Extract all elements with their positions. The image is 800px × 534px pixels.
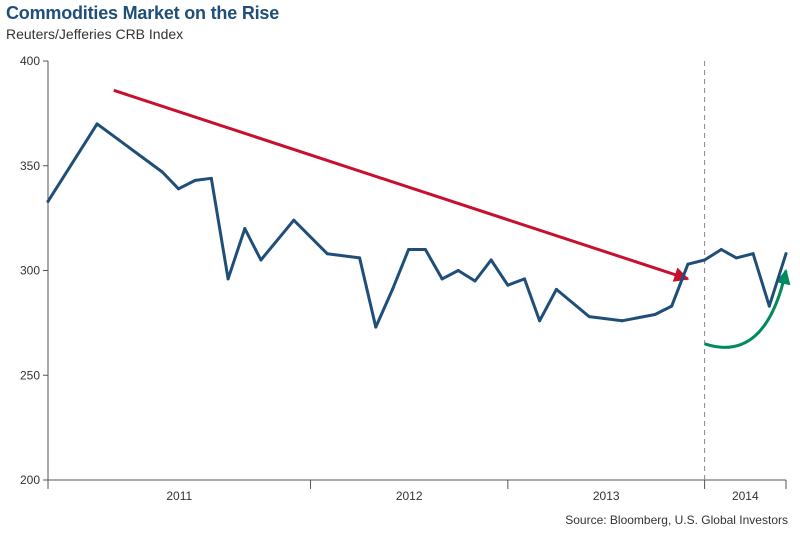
uptrend-arrow <box>704 269 791 349</box>
data-point <box>784 252 788 256</box>
data-point <box>456 269 460 272</box>
data-point <box>523 277 527 281</box>
data-point <box>46 199 50 203</box>
data-point <box>358 256 362 260</box>
data-point <box>686 262 690 266</box>
data-point <box>670 304 674 308</box>
data-point <box>407 248 411 252</box>
data-point <box>489 258 493 262</box>
data-point <box>620 319 624 323</box>
x-tick-label: 2013 <box>593 489 620 503</box>
y-tick-label: 400 <box>20 54 40 68</box>
data-point <box>703 258 707 262</box>
downtrend-arrow <box>113 88 690 282</box>
chart-subtitle: Reuters/Jefferies CRB Index <box>6 26 184 42</box>
data-point <box>209 176 213 180</box>
chart-title: Commodities Market on the Rise <box>6 3 280 23</box>
crb-index-line <box>46 122 788 329</box>
y-tick-label: 200 <box>20 473 40 487</box>
data-point <box>243 227 247 231</box>
data-point <box>176 187 180 191</box>
data-point <box>538 319 542 323</box>
data-point <box>734 256 738 260</box>
data-point <box>226 277 230 281</box>
data-point <box>390 287 394 291</box>
data-point <box>160 170 164 174</box>
data-point <box>587 315 591 319</box>
y-tick-label: 350 <box>20 159 40 173</box>
data-point <box>473 279 477 283</box>
data-point <box>325 252 329 256</box>
data-point <box>292 218 296 222</box>
x-tick-label: 2011 <box>166 489 192 503</box>
data-point <box>554 287 558 291</box>
data-point <box>423 248 427 252</box>
x-tick-label: 2012 <box>396 489 423 503</box>
data-point <box>751 252 755 256</box>
data-point <box>193 178 197 182</box>
x-tick-label: 2014 <box>732 489 759 503</box>
data-point <box>374 325 378 329</box>
source-note: Source: Bloomberg, U.S. Global Investors <box>565 513 788 527</box>
data-point <box>719 248 723 252</box>
data-point <box>95 122 99 126</box>
data-point <box>259 258 263 262</box>
data-point <box>506 283 510 287</box>
y-tick-label: 300 <box>20 264 40 278</box>
data-point <box>440 277 444 281</box>
y-tick-label: 250 <box>20 368 40 382</box>
data-point <box>653 312 657 316</box>
data-point <box>767 304 771 308</box>
